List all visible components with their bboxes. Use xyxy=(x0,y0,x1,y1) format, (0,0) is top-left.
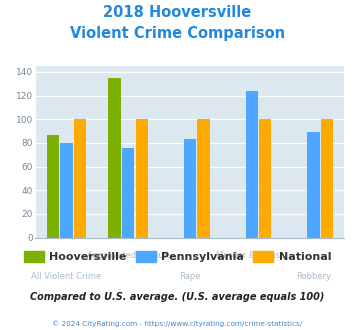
Bar xyxy=(108,78,121,238)
Bar xyxy=(74,119,86,238)
Bar xyxy=(259,119,272,238)
Bar xyxy=(246,91,258,238)
Bar xyxy=(136,119,148,238)
Bar xyxy=(122,148,134,238)
Text: Aggravated Assault: Aggravated Assault xyxy=(87,251,169,260)
Bar xyxy=(197,119,210,238)
Text: Compared to U.S. average. (U.S. average equals 100): Compared to U.S. average. (U.S. average … xyxy=(30,292,325,302)
Text: Rape: Rape xyxy=(179,272,201,281)
Text: Murder & Mans...: Murder & Mans... xyxy=(216,251,288,260)
Text: All Violent Crime: All Violent Crime xyxy=(31,272,102,281)
Legend: Hooversville, Pennsylvania, National: Hooversville, Pennsylvania, National xyxy=(20,247,335,267)
Bar xyxy=(184,139,196,238)
Text: 2018 Hooversville: 2018 Hooversville xyxy=(103,5,252,20)
Bar xyxy=(60,143,72,238)
Text: Robbery: Robbery xyxy=(296,272,331,281)
Text: Violent Crime Comparison: Violent Crime Comparison xyxy=(70,26,285,41)
Bar xyxy=(321,119,333,238)
Bar xyxy=(47,135,59,238)
Bar xyxy=(307,132,320,238)
Text: © 2024 CityRating.com - https://www.cityrating.com/crime-statistics/: © 2024 CityRating.com - https://www.city… xyxy=(53,321,302,327)
